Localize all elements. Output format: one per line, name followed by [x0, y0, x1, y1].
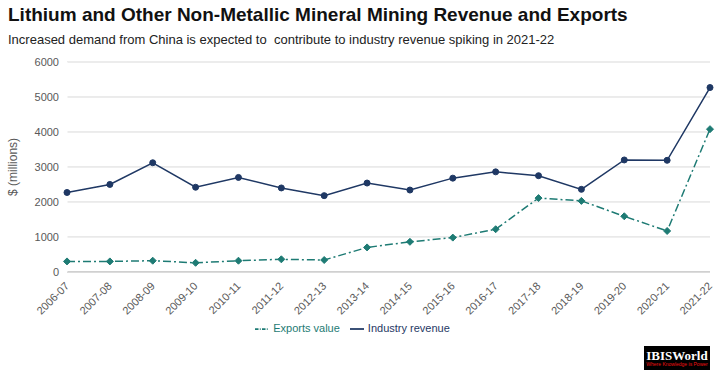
svg-text:2019-20: 2019-20 — [591, 280, 628, 317]
svg-text:4000: 4000 — [35, 126, 59, 138]
svg-text:1000: 1000 — [35, 231, 59, 243]
svg-text:2009-10: 2009-10 — [163, 280, 200, 317]
html-text:IBISWorld: IBISWorld — [646, 348, 708, 363]
svg-text:2021-22: 2021-22 — [677, 280, 712, 317]
svg-text:2008-09: 2008-09 — [120, 280, 157, 317]
svg-text:2018-19: 2018-19 — [549, 280, 586, 317]
svg-text:2020-21: 2020-21 — [634, 280, 671, 317]
html-text:Where Knowledge is Power: Where Knowledge is Power — [646, 361, 708, 367]
svg-text:2000: 2000 — [35, 196, 59, 208]
svg-text:2017-18: 2017-18 — [506, 280, 543, 317]
svg-text:3000: 3000 — [35, 161, 59, 173]
svg-text:2011-12: 2011-12 — [249, 280, 285, 316]
html-text:Increased demand from China is: Increased demand from China is expected … — [8, 32, 555, 47]
svg-text:2006-07: 2006-07 — [34, 280, 71, 317]
html-text:Lithium and Other Non-Metallic: Lithium and Other Non-Metallic Mineral M… — [8, 4, 628, 25]
svg-text:5000: 5000 — [35, 91, 59, 103]
svg-text:2007-08: 2007-08 — [77, 280, 114, 317]
svg-text:$ (millions): $ (millions) — [8, 138, 20, 196]
svg-text:2015-16: 2015-16 — [420, 280, 457, 317]
svg-text:2016-17: 2016-17 — [463, 280, 500, 317]
svg-text:2012-13: 2012-13 — [291, 280, 328, 317]
svg-text:0: 0 — [53, 266, 59, 278]
svg-text:2010-11: 2010-11 — [206, 280, 242, 316]
html-text:Industry revenue: Industry revenue — [367, 321, 450, 334]
html-text:Exports value: Exports value — [273, 321, 340, 334]
svg-text:2013-14: 2013-14 — [334, 280, 371, 317]
svg-text:6000: 6000 — [35, 56, 59, 68]
svg-text:2014-15: 2014-15 — [377, 280, 414, 317]
